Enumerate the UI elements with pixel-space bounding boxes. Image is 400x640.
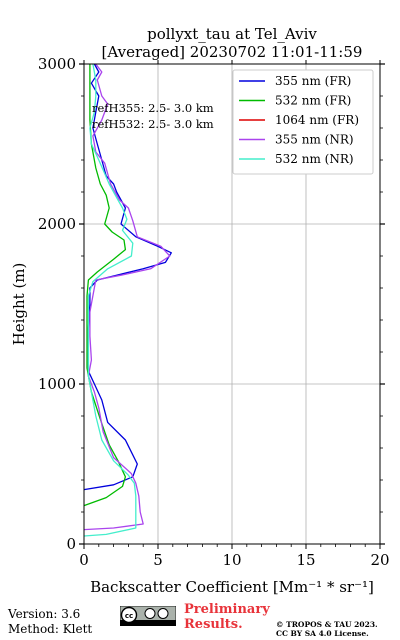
y-axis-label: Height (m) (10, 263, 28, 346)
y-tick-label: 0 (66, 535, 76, 553)
method-text: Method: Klett (8, 622, 93, 636)
annotation-refh355: refH355: 2.5- 3.0 km (92, 101, 214, 115)
legend-label: 532 nm (NR) (275, 152, 354, 166)
x-axis-label: Backscatter Coefficient [Mm⁻¹ * sr⁻¹] (90, 578, 374, 596)
cc-by-sa-logo: cc (120, 606, 176, 626)
chart-subtitle: [Averaged] 20230702 11:01-11:59 (102, 43, 363, 61)
copyright-line-2: CC BY SA 4.0 License. (276, 629, 369, 638)
legend-label: 355 nm (FR) (275, 74, 351, 88)
legend: 355 nm (FR) 532 nm (FR) 1064 nm (FR) 355 nm… (232, 69, 374, 175)
legend-label: 1064 nm (FR) (275, 113, 359, 127)
legend-box (232, 69, 374, 175)
chart-title: pollyxt_tau at Tel_Aviv (147, 25, 317, 43)
x-tick-label: 5 (153, 551, 163, 569)
series-lines (83, 63, 172, 537)
y-tick-label: 1000 (38, 375, 76, 393)
legend-label: 355 nm (NR) (275, 133, 354, 147)
version-text: Version: 3.6 (8, 607, 81, 621)
copyright-line-1: © TROPOS & TAU 2023. (276, 620, 378, 629)
x-tick-label: 0 (79, 551, 89, 569)
copyright-text: © TROPOS & TAU 2023. CC BY SA 4.0 Licens… (276, 620, 378, 638)
x-tick-label: 10 (222, 551, 241, 569)
x-tick-label: 20 (370, 551, 389, 569)
y-tick-label: 3000 (38, 55, 76, 73)
series-line-1 (83, 64, 127, 507)
annotation-refh532: refH532: 2.5- 3.0 km (92, 117, 214, 131)
y-tick-label: 2000 (38, 215, 76, 233)
series-line-4 (83, 63, 137, 537)
svg-text:cc: cc (125, 612, 133, 620)
series-line-3 (83, 63, 171, 531)
preliminary-line-2: Results. (184, 617, 243, 632)
legend-label: 532 nm (FR) (275, 94, 351, 108)
preliminary-line-1: Preliminary (184, 602, 270, 617)
chart: pollyxt_tau at Tel_Aviv [Averaged] 20230… (10, 25, 390, 596)
preliminary-results-text: Preliminary Results. (184, 602, 270, 632)
axis-ticks: 0 5 10 15 20 0 1000 2000 3000 (38, 55, 390, 569)
x-tick-label: 15 (296, 551, 315, 569)
